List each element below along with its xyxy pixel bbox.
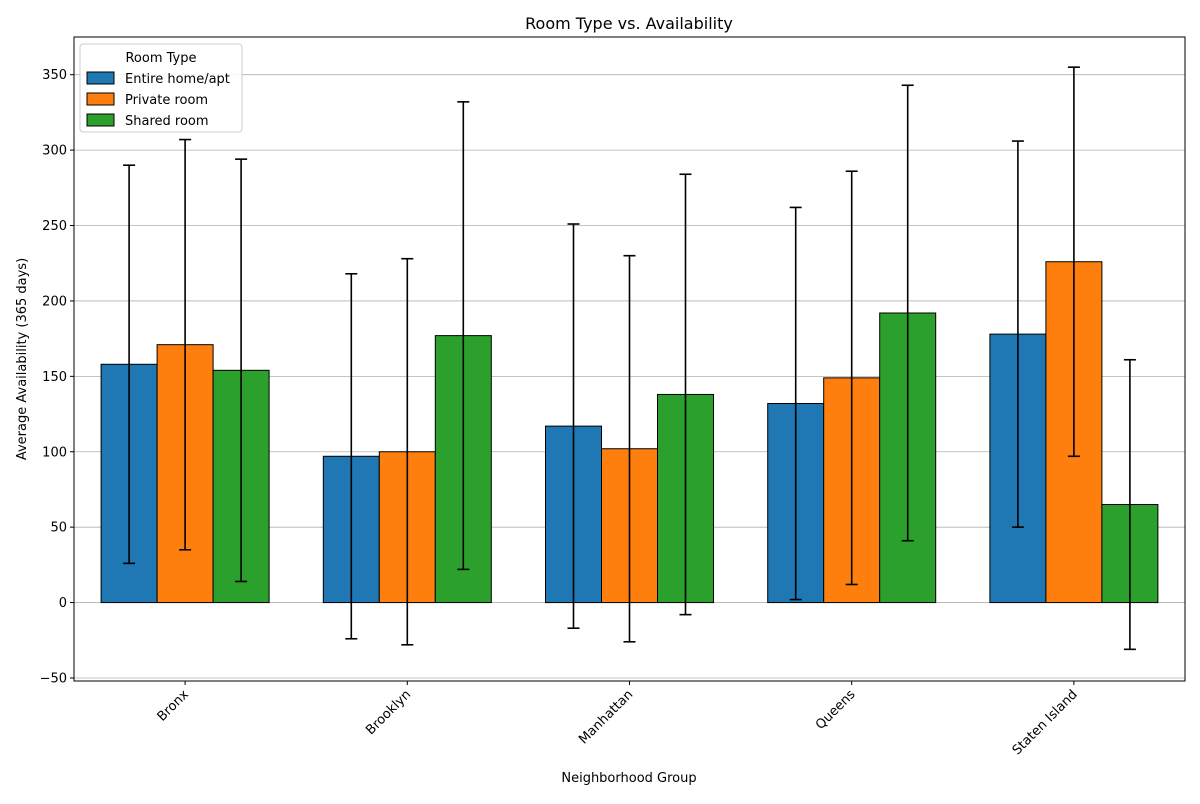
- y-tick-label: 0: [59, 596, 67, 611]
- y-axis: −50 0 50 100 150 200 250 300 350: [40, 68, 74, 686]
- legend-swatch: [86, 92, 115, 106]
- y-tick-label: −50: [40, 671, 67, 686]
- y-tick-label: 300: [42, 144, 67, 159]
- legend-swatch: [86, 71, 115, 85]
- y-tick-label: 150: [42, 370, 67, 385]
- y-tick-label: 100: [42, 445, 67, 460]
- legend-label: Shared room: [125, 114, 209, 129]
- y-tick-label: 50: [50, 521, 67, 536]
- y-tick-label: 200: [42, 294, 67, 309]
- legend-swatch: [86, 113, 115, 127]
- y-tick-label: 350: [42, 68, 67, 83]
- error-bars: [123, 66, 1136, 651]
- chart-title: Room Type vs. Availability: [525, 14, 733, 33]
- legend-title: Room Type: [125, 51, 196, 66]
- y-axis-label: Average Availability (365 days): [15, 258, 30, 460]
- legend-box: [79, 43, 243, 133]
- y-tick-label: 250: [42, 219, 67, 234]
- x-axis-label: Neighborhood Group: [561, 771, 696, 786]
- legend-label: Private room: [125, 93, 208, 108]
- legend: Room Type Entire home/apt Private room Sha…: [79, 43, 243, 133]
- legend-label: Entire home/apt: [125, 72, 230, 87]
